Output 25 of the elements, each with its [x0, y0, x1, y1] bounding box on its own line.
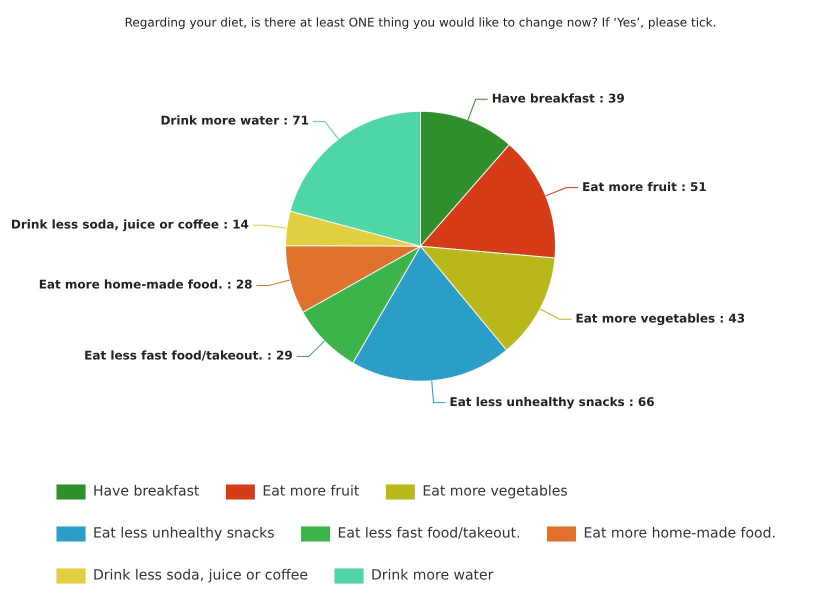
legend-label: Drink less soda, juice or coffee — [93, 568, 308, 584]
slice-label: Eat more vegetables — [575, 311, 716, 326]
data-label: : 51 — [681, 180, 707, 194]
data-label: : 66 — [628, 394, 655, 409]
slice-label: Have breakfast — [492, 91, 596, 106]
slice-label: Drink less soda, juice or coffee — [10, 217, 220, 232]
slice-label: Eat less fast food/takeout. — [84, 348, 263, 363]
legend-label: Eat less unhealthy snacks — [93, 526, 275, 542]
legend-label: Eat more home-made food. — [584, 526, 776, 542]
legend-label: Eat more fruit — [262, 484, 360, 500]
slice-label: Eat more fruit — [582, 180, 678, 194]
legend-label: Drink more water — [370, 568, 494, 584]
legend-label: Eat less fast food/takeout. — [338, 526, 521, 542]
data-label: : 14 — [223, 217, 249, 232]
chart-title: Regarding your diet, is there at least ONE thing you would like to change now? If ‘Yes’, please tick. — [124, 15, 716, 30]
data-label: : 29 — [267, 348, 293, 363]
data-label: : 43 — [719, 311, 746, 326]
slice-label: Eat more home-made food. — [38, 278, 223, 292]
data-label: : 71 — [283, 114, 309, 128]
data-label: : 39 — [599, 91, 625, 106]
data-label: : 28 — [226, 278, 253, 292]
legend-label: Have breakfast — [93, 484, 200, 500]
slice-label: Eat less unhealthy snacks — [450, 394, 625, 409]
slice-label: Drink more water — [160, 114, 280, 128]
legend-label: Eat more vegetables — [422, 484, 568, 500]
